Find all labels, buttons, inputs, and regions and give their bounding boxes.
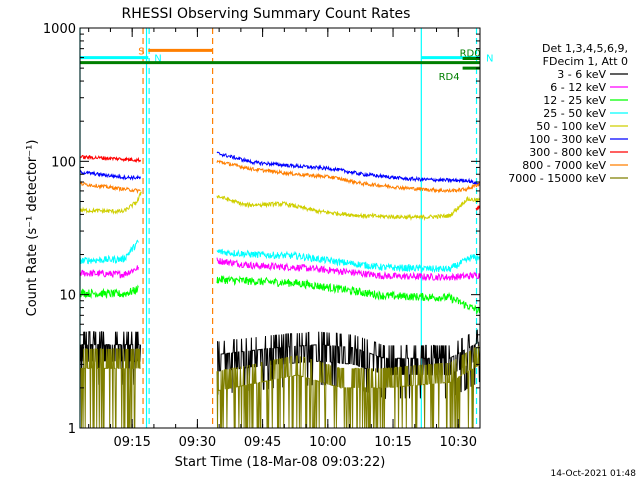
axes: 1 10 100 1000 09:15 09:30 09:45 10:00 10:15 10:30 <box>43 22 481 450</box>
series-line-2-segment-2 <box>216 274 481 315</box>
x-tick-label-5: 10:30 <box>440 435 477 450</box>
series-line-5-segment-2 <box>216 151 481 186</box>
legend-header-0: Det 1,3,4,5,6,9, <box>542 42 628 55</box>
series-line-2-segment-1 <box>79 284 139 299</box>
timestamp: 14-Oct-2021 01:48 <box>551 469 637 479</box>
legend-entry-7: 800 - 7000 keV <box>522 159 606 172</box>
legend-header-1: FDecim 1, Att 0 <box>543 55 628 68</box>
series-line-4-segment-1 <box>79 191 142 215</box>
series-line-4-segment-2 <box>216 195 481 222</box>
plot-frame <box>79 27 481 429</box>
series-line-7-segment-2 <box>216 159 481 194</box>
y-tick-label-0: 1 <box>68 422 76 437</box>
series-line-7-segment-1 <box>79 180 141 195</box>
y-axis-label: Count Rate (s⁻¹ detector⁻¹) <box>25 140 40 317</box>
series-line-5-segment-1 <box>79 169 141 181</box>
y-tick-label-2: 100 <box>51 155 76 170</box>
series-line-1-segment-2 <box>216 257 481 282</box>
x-tick-label-3: 10:00 <box>309 435 346 450</box>
series-line-8-segment-1 <box>80 348 141 429</box>
flag-label-1: N <box>154 54 161 65</box>
series-line-1-segment-1 <box>79 265 139 279</box>
y-tick-label-3: 1000 <box>43 22 76 37</box>
x-tick-label-1: 09:30 <box>179 435 216 450</box>
legend-entry-1: 6 - 12 keV <box>550 81 606 94</box>
chart-title: RHESSI Observing Summary Count Rates <box>122 6 411 22</box>
flag-label-0: S <box>138 46 144 57</box>
legend-entry-3: 25 - 50 keV <box>543 107 606 120</box>
series-line-3-segment-1 <box>79 239 139 265</box>
series-line-6-segment-2 <box>475 205 481 211</box>
series-line-0-segment-1 <box>79 331 141 385</box>
flag-label-2: N <box>486 54 493 65</box>
legend-entry-8: 7000 - 15000 keV <box>508 172 606 185</box>
series-line-3-segment-2 <box>216 248 481 274</box>
legend: Det 1,3,4,5,6,9,FDecim 1, Att 03 - 6 keV… <box>508 42 628 185</box>
legend-entry-2: 12 - 25 keV <box>543 94 606 107</box>
legend-entry-0: 3 - 6 keV <box>557 68 606 81</box>
flag-label-5: RD0 <box>460 49 481 60</box>
x-tick-label-4: 10:15 <box>374 435 411 450</box>
flag-label-4: RD4 <box>439 72 460 83</box>
x-tick-label-2: 09:45 <box>244 435 281 450</box>
legend-entry-4: 50 - 100 keV <box>536 120 606 133</box>
x-axis-label: Start Time (18-Mar-08 09:03:22) <box>175 455 386 470</box>
legend-entry-6: 300 - 800 keV <box>529 146 606 159</box>
x-tick-label-0: 09:15 <box>113 435 150 450</box>
series-line-6-segment-1 <box>79 154 141 163</box>
y-tick-label-1: 10 <box>59 289 76 304</box>
legend-entry-5: 100 - 300 keV <box>529 133 606 146</box>
